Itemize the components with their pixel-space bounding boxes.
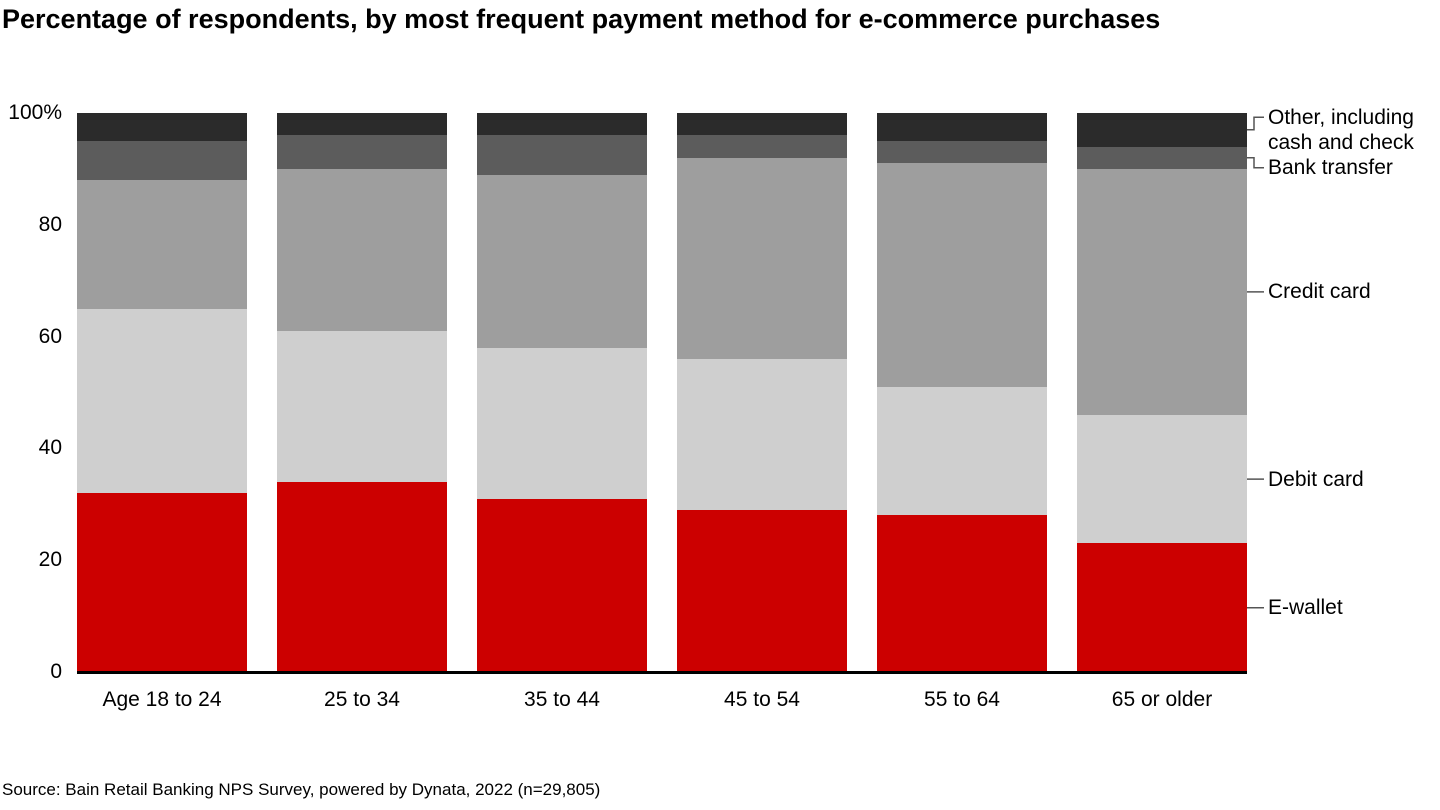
segment-bank-transfer xyxy=(77,140,247,181)
y-axis: 100% 80 60 40 20 0 xyxy=(0,101,62,683)
segment-credit-card xyxy=(477,174,647,348)
segment-other-including-cash-and-check xyxy=(77,113,247,141)
chart-title: Percentage of respondents, by most frequ… xyxy=(2,4,1161,34)
connector-other-including-cash-and-check xyxy=(1247,116,1264,131)
segment-debit-card xyxy=(877,386,1047,516)
y-tick-label-20: 20 xyxy=(38,548,62,572)
segment-other-including-cash-and-check xyxy=(877,113,1047,141)
y-tick-label-100: 100% xyxy=(8,101,62,124)
segment-e-wallet xyxy=(877,515,1047,672)
segment-bank-transfer xyxy=(677,135,847,158)
segment-bank-transfer xyxy=(1077,146,1247,169)
segment-other-including-cash-and-check xyxy=(677,113,847,136)
segment-credit-card xyxy=(77,180,247,309)
segment-credit-card xyxy=(1077,168,1247,415)
segment-credit-card xyxy=(877,163,1047,387)
y-tick-label-40: 40 xyxy=(38,436,62,460)
segment-e-wallet xyxy=(77,493,247,672)
series-label-e-wallet: E-wallet xyxy=(1268,596,1343,620)
bar-55-to-64 xyxy=(877,113,1047,672)
segment-debit-card xyxy=(277,331,447,482)
segment-debit-card xyxy=(1077,414,1247,544)
bar-25-to-34 xyxy=(277,113,447,672)
plot-area xyxy=(77,113,1247,672)
series-label-debit-card: Debit card xyxy=(1268,467,1364,491)
bar-35-to-44 xyxy=(477,113,647,672)
segment-bank-transfer xyxy=(477,135,647,175)
segment-credit-card xyxy=(677,157,847,359)
x-axis-labels: Age 18 to 24 25 to 34 35 to 44 45 to 54 55 t… xyxy=(77,688,1247,712)
x-category-label-65-or-older: 65 or older xyxy=(1111,688,1213,711)
x-category-label-25-to-34: 25 to 34 xyxy=(324,688,400,711)
connector-bank-transfer xyxy=(1247,156,1264,169)
x-category-label-45-to-54: 45 to 54 xyxy=(724,688,800,711)
segment-debit-card xyxy=(77,308,247,494)
x-category-label-55-to-64: 55 to 64 xyxy=(924,688,1000,711)
segment-other-including-cash-and-check xyxy=(277,113,447,136)
segment-e-wallet xyxy=(277,481,447,672)
y-tick-label-80: 80 xyxy=(38,212,62,236)
segment-bank-transfer xyxy=(877,140,1047,164)
segment-debit-card xyxy=(677,358,847,510)
bar-age-18-to-24 xyxy=(77,113,247,672)
segment-debit-card xyxy=(477,347,647,499)
segment-other-including-cash-and-check xyxy=(1077,113,1247,147)
x-category-label-age-18-to-24: Age 18 to 24 xyxy=(102,688,222,711)
segment-e-wallet xyxy=(477,498,647,672)
series-label-other-including-cash-and-check: Other, including cash and check xyxy=(1268,105,1414,154)
segment-credit-card xyxy=(277,168,447,332)
bar-45-to-54 xyxy=(677,113,847,672)
series-label-bank-transfer: Bank transfer xyxy=(1268,156,1393,180)
segment-e-wallet xyxy=(677,509,847,672)
segment-bank-transfer xyxy=(277,135,447,169)
x-axis-line xyxy=(77,671,1247,674)
y-tick-label-60: 60 xyxy=(38,324,62,348)
series-label-credit-card: Credit card xyxy=(1268,280,1371,304)
bar-65-or-older xyxy=(1077,113,1247,672)
x-category-label-35-to-44: 35 to 44 xyxy=(524,688,600,711)
annotations: E-wallet Debit card Credit card Bank transf… xyxy=(1247,106,1440,693)
connector-lines xyxy=(1247,116,1264,609)
y-tick-label-0: 0 xyxy=(50,660,62,683)
segment-other-including-cash-and-check xyxy=(477,113,647,136)
source-note: Source: Bain Retail Banking NPS Survey, … xyxy=(2,780,601,799)
segment-e-wallet xyxy=(1077,543,1247,672)
